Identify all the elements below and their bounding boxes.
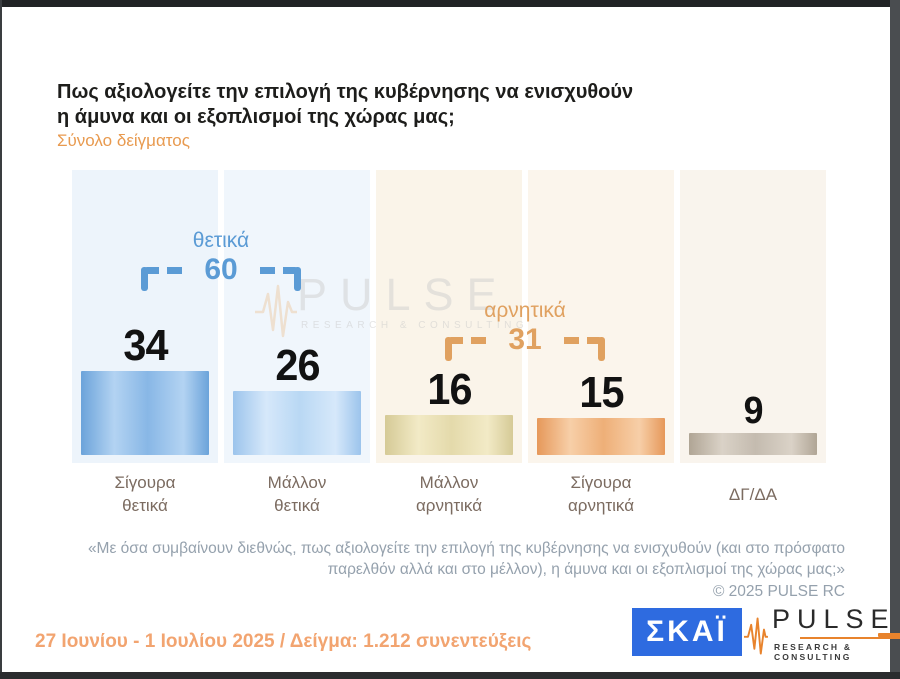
group-label: θετικά bbox=[192, 229, 250, 252]
chart-column: 15 bbox=[528, 170, 674, 463]
category-label: Μάλλον αρνητικά bbox=[415, 473, 483, 515]
chart-title: Πως αξιολογείτε την επιλογή της κυβέρνησ… bbox=[57, 80, 633, 130]
bar bbox=[233, 391, 361, 455]
window-edge-left bbox=[0, 0, 2, 679]
group-bracket-negative: αρνητικά 31 bbox=[445, 299, 605, 361]
category-label: Μάλλον θετικά bbox=[267, 473, 327, 515]
bracket-arm bbox=[560, 337, 602, 344]
window-edge-bottom bbox=[0, 672, 900, 679]
group-value-label: 31 bbox=[508, 323, 542, 356]
bracket-arm bbox=[144, 267, 186, 274]
footnote-line-1: «Με όσα συμβαίνουν διεθνώς, πως αξιολογε… bbox=[87, 540, 845, 557]
bar-value-label: 26 bbox=[274, 341, 320, 390]
group-bracket-shape: 31 bbox=[445, 325, 605, 361]
group-label: αρνητικά bbox=[484, 299, 566, 322]
bracket-tick bbox=[445, 337, 452, 361]
skai-logo-text: ΣΚΑΪ bbox=[646, 615, 728, 648]
group-value-label: 60 bbox=[204, 253, 238, 286]
bracket-arm bbox=[448, 337, 490, 344]
category-label: Σίγουρα αρνητικά bbox=[567, 473, 635, 515]
pulse-logo: PULSE RESEARCH & CONSULTING bbox=[744, 604, 900, 662]
bar-value-label: 16 bbox=[426, 365, 472, 414]
bracket-arm bbox=[256, 267, 298, 274]
category-label: ΔΓ/ΔΑ bbox=[728, 485, 778, 504]
chart-title-line-2: η άμυνα και οι εξοπλισμοί της χώρας μας; bbox=[57, 106, 455, 128]
survey-info: 27 Ιουνίου - 1 Ιουλίου 2025 / Δείγμα: 1.… bbox=[35, 631, 532, 652]
bar bbox=[689, 433, 817, 455]
chart-column: 9 bbox=[680, 170, 826, 463]
chart-column: 26 bbox=[224, 170, 370, 463]
bracket-tick bbox=[141, 267, 148, 291]
group-bracket-positive: θετικά 60 bbox=[141, 229, 301, 291]
skai-logo: ΣΚΑΪ bbox=[632, 608, 742, 656]
pulse-logo-tagline: RESEARCH & CONSULTING bbox=[773, 642, 853, 662]
footnote-line-2: παρελθόν αλλά και στο μέλλον), η άμυνα κ… bbox=[327, 561, 845, 578]
chart-column: 16 bbox=[376, 170, 522, 463]
category-labels-row: Σίγουρα θετικά Μάλλον θετικά Μάλλον αρνητικά Σ… bbox=[72, 471, 826, 517]
chart-title-line-1: Πως αξιολογείτε την επιλογή της κυβέρνησ… bbox=[57, 81, 634, 103]
bracket-tick bbox=[598, 337, 605, 361]
group-bracket-shape: 60 bbox=[141, 255, 301, 291]
bar bbox=[385, 415, 513, 455]
bar bbox=[81, 371, 209, 455]
pulse-logo-mark bbox=[877, 633, 900, 637]
chart-column: 34 bbox=[72, 170, 218, 463]
category-label: Σίγουρα θετικά bbox=[114, 473, 176, 515]
window-edge-right bbox=[890, 0, 900, 679]
pulse-logo-brand: PULSE bbox=[771, 604, 896, 634]
window-edge-top bbox=[0, 0, 900, 7]
bar-value-label: 15 bbox=[578, 368, 624, 417]
pulse-waveform-icon bbox=[744, 617, 768, 655]
bracket-tick bbox=[294, 267, 301, 291]
bar bbox=[537, 418, 665, 455]
bar-value-label: 9 bbox=[743, 390, 764, 432]
footnote: «Με όσα συμβαίνουν διεθνώς, πως αξιολογε… bbox=[75, 538, 845, 602]
chart-subtitle: Σύνολο δείγματος bbox=[57, 131, 190, 150]
bar-chart: 34 26 16 15 9 bbox=[72, 170, 826, 463]
pulse-logo-divider bbox=[799, 633, 900, 639]
copyright: © 2025 PULSE RC bbox=[712, 583, 845, 600]
bar-value-label: 34 bbox=[122, 321, 168, 370]
